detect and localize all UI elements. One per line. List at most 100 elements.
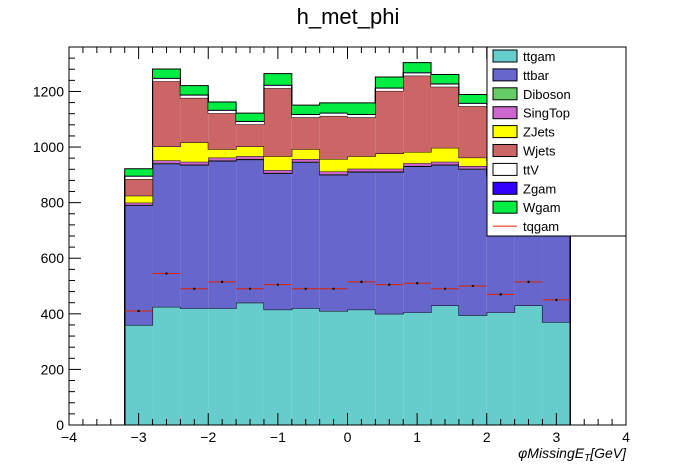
tqgam-point-12: [471, 284, 475, 288]
bar-Wjets-2: [180, 97, 209, 143]
bar-ttgam-8: [347, 309, 376, 425]
y-tick-label-6: 1200: [33, 83, 64, 99]
bar-ttV-9: [375, 88, 404, 91]
bar-Wgam-10: [403, 62, 432, 73]
legend: ttgam ttbar Diboson SingTop ZJets Wjets ttV Zga…: [486, 46, 627, 237]
bar-ttgam-9: [375, 313, 404, 425]
x-tick-label-0: −4: [61, 429, 77, 445]
bar-ttbar-11: [431, 165, 459, 306]
bar-ttbar-2: [180, 165, 209, 309]
bar-ttgam-4: [236, 302, 264, 425]
legend-label-SingTop: SingTop: [523, 106, 570, 121]
bar-ttgam-3: [208, 308, 237, 425]
bar-SingTop-0: [124, 202, 153, 205]
x-tick-label-2: −2: [200, 429, 216, 445]
tqgam-markers: [124, 272, 571, 313]
y-tick-label-3: 600: [41, 250, 65, 266]
x-label-unit: [GeV]: [589, 445, 627, 461]
bar-Wjets-7: [319, 115, 348, 160]
bar-ttgam-0: [124, 324, 153, 425]
bar-Wgam-11: [431, 74, 459, 84]
tqgam-point-13: [499, 293, 502, 296]
bar-ttbar-9: [375, 172, 404, 314]
bar-Wjets-5: [263, 88, 292, 157]
bar-ttV-4: [236, 121, 264, 125]
bar-ttV-5: [263, 85, 292, 89]
bar-Wgam-2: [180, 85, 209, 95]
bar-ttbar-12: [458, 169, 487, 316]
bar-Wgam-6: [291, 105, 320, 114]
tqgam-point-0: [137, 309, 140, 313]
bar-ZJets-9: [375, 153, 404, 169]
x-tick-label-3: −1: [270, 429, 286, 445]
bar-ttV-3: [208, 110, 237, 114]
histogram-bars: [124, 62, 571, 425]
bar-Wjets-12: [458, 106, 487, 158]
legend-swatch-ttV: [492, 162, 518, 176]
legend-swatch-Diboson: [492, 87, 518, 101]
bar-ttgam-7: [319, 311, 348, 425]
bar-Wjets-4: [236, 124, 264, 147]
tqgam-point-2: [193, 287, 196, 291]
bar-ZJets-2: [180, 142, 209, 162]
x-axis-label: φMissingET[GeV]: [518, 445, 627, 464]
x-tick-label-5: 1: [413, 429, 421, 445]
bar-ttbar-0: [124, 205, 153, 325]
x-tick-label-6: 2: [483, 429, 491, 445]
bar-ttbar-6: [291, 162, 320, 309]
legend-label-Wjets: Wjets: [523, 144, 556, 159]
tqgam-point-10: [415, 282, 419, 285]
bar-ttbar-1: [152, 163, 181, 307]
bar-ttgam-14: [514, 305, 543, 425]
bar-ttgam-5: [263, 309, 292, 425]
tqgam-point-14: [527, 280, 530, 284]
tqgam-point-9: [388, 283, 391, 286]
legend-swatch-Zgam: [492, 181, 518, 195]
bar-Wjets-10: [403, 75, 432, 153]
bar-Wjets-9: [375, 90, 404, 154]
bar-SingTop-6: [291, 159, 320, 162]
x-tick-label-8: 4: [622, 429, 630, 445]
bar-ZJets-10: [403, 152, 432, 164]
y-tick-label-5: 1000: [33, 139, 64, 155]
legend-label-ttbar: ttbar: [523, 68, 550, 83]
bar-SingTop-4: [236, 156, 264, 160]
bar-Wgam-3: [208, 102, 237, 110]
bar-ttbar-10: [403, 166, 432, 313]
bar-Wjets-11: [431, 86, 459, 148]
x-label-sub: T: [584, 453, 591, 464]
bar-SingTop-1: [152, 160, 181, 164]
tqgam-point-1: [165, 272, 168, 275]
tqgam-point-4: [248, 287, 252, 291]
bar-ZJets-1: [152, 146, 181, 161]
legend-swatch-SingTop: [492, 106, 518, 120]
tqgam-point-3: [220, 280, 224, 284]
bar-Wjets-3: [208, 113, 237, 150]
bar-SingTop-11: [431, 161, 459, 165]
x-tick-label-1: −3: [131, 429, 147, 445]
bar-SingTop-12: [458, 165, 487, 169]
bar-ttV-8: [347, 114, 376, 118]
x-tick-label-4: 0: [344, 429, 352, 445]
y-tick-label-2: 400: [41, 306, 65, 322]
legend-swatch-ttbar: [492, 68, 518, 82]
bar-ttbar-4: [236, 159, 264, 303]
bar-Wjets-0: [124, 179, 153, 196]
y-tick-label-0: 0: [56, 417, 64, 433]
bar-ZJets-3: [208, 149, 237, 158]
y-tick-label-4: 800: [41, 195, 65, 211]
bar-ttgam-6: [291, 308, 320, 425]
bar-ttgam-12: [458, 315, 487, 425]
legend-label-Zgam: Zgam: [523, 181, 556, 196]
bar-SingTop-2: [180, 161, 209, 165]
legend-label-ttV: ttV: [523, 162, 539, 177]
bar-ttV-1: [152, 78, 181, 82]
axes: −4 −3 −2 −1 0 1 2 3 4 0 200 400 600 800 1000 1200: [33, 46, 630, 445]
legend-label-ttgam: ttgam: [523, 49, 556, 64]
bar-ttgam-2: [180, 308, 209, 425]
bar-ttV-0: [124, 176, 153, 180]
bar-Wjets-8: [347, 117, 376, 157]
bar-ttV-12: [458, 103, 487, 107]
x-label-main: MissingE: [527, 445, 584, 461]
